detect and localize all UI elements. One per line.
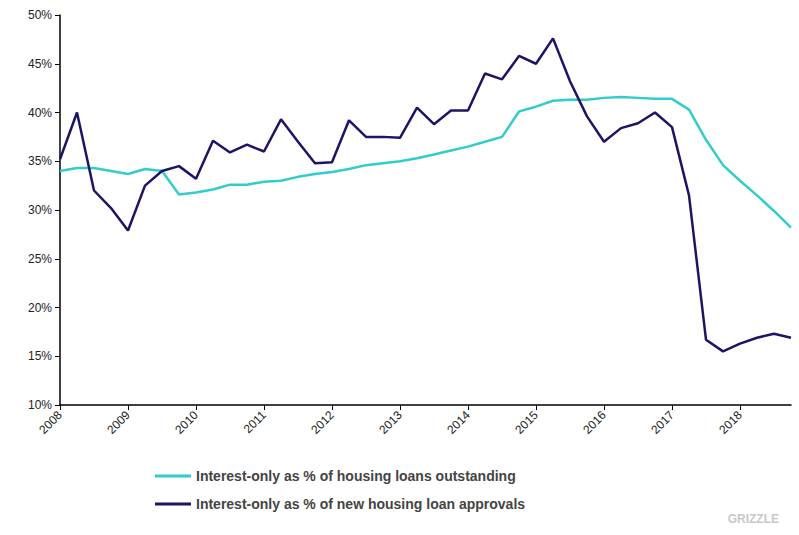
- svg-text:2018: 2018: [716, 408, 745, 437]
- svg-text:2011: 2011: [241, 408, 269, 436]
- svg-text:2012: 2012: [308, 408, 337, 437]
- svg-text:Interest-only as % of new hous: Interest-only as % of new housing loan a…: [196, 496, 525, 512]
- svg-text:10%: 10%: [28, 398, 52, 412]
- svg-text:2008: 2008: [36, 408, 65, 437]
- svg-text:50%: 50%: [28, 8, 52, 22]
- svg-text:2017: 2017: [648, 408, 677, 437]
- svg-text:2014: 2014: [444, 408, 473, 437]
- svg-text:25%: 25%: [28, 252, 52, 266]
- svg-text:30%: 30%: [28, 203, 52, 217]
- svg-text:15%: 15%: [28, 349, 52, 363]
- svg-text:35%: 35%: [28, 154, 52, 168]
- svg-text:2009: 2009: [104, 408, 133, 437]
- svg-text:2015: 2015: [512, 408, 541, 437]
- svg-text:2010: 2010: [172, 408, 201, 437]
- svg-text:20%: 20%: [28, 301, 52, 315]
- svg-text:40%: 40%: [28, 106, 52, 120]
- svg-text:2016: 2016: [580, 408, 609, 437]
- svg-text:Interest-only as % of housing: Interest-only as % of housing loans outs…: [196, 468, 516, 484]
- svg-text:2013: 2013: [376, 408, 405, 437]
- svg-text:45%: 45%: [28, 57, 52, 71]
- svg-text:GRIZZLE: GRIZZLE: [728, 512, 779, 526]
